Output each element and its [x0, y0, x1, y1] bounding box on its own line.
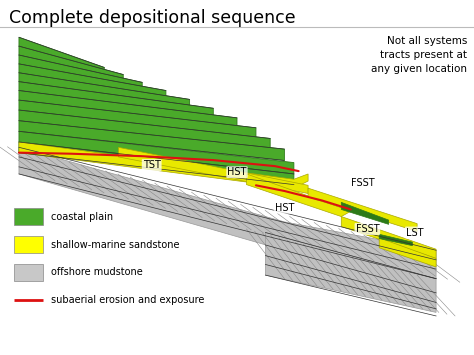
Text: Complete depositional sequence: Complete depositional sequence: [9, 9, 296, 27]
Polygon shape: [19, 110, 270, 149]
Polygon shape: [19, 147, 436, 279]
Polygon shape: [19, 91, 237, 128]
Polygon shape: [19, 100, 256, 138]
Polygon shape: [379, 238, 436, 267]
Polygon shape: [246, 174, 351, 217]
Text: coastal plain: coastal plain: [51, 212, 113, 222]
Text: subaerial erosion and exposure: subaerial erosion and exposure: [51, 295, 205, 305]
Text: LST: LST: [406, 228, 423, 237]
Polygon shape: [19, 37, 104, 75]
Polygon shape: [19, 121, 284, 160]
Bar: [14, 264, 43, 281]
Text: Not all systems
tracts present at
any given location: Not all systems tracts present at any gi…: [371, 36, 467, 73]
Text: HST: HST: [228, 167, 246, 177]
Polygon shape: [341, 217, 436, 258]
Polygon shape: [265, 233, 436, 312]
Polygon shape: [19, 82, 213, 118]
Polygon shape: [19, 73, 190, 108]
Polygon shape: [379, 234, 412, 246]
Text: shallow-marine sandstone: shallow-marine sandstone: [51, 240, 180, 250]
Polygon shape: [118, 147, 308, 193]
Polygon shape: [19, 142, 294, 185]
Bar: [14, 208, 43, 225]
Text: HST: HST: [275, 203, 294, 213]
Polygon shape: [19, 142, 308, 188]
Text: offshore mudstone: offshore mudstone: [51, 267, 143, 277]
Text: FSST: FSST: [351, 178, 374, 188]
Bar: [14, 236, 43, 253]
Polygon shape: [19, 46, 123, 82]
Polygon shape: [308, 188, 417, 231]
Polygon shape: [19, 64, 166, 99]
Text: FSST: FSST: [356, 224, 379, 234]
Polygon shape: [341, 202, 389, 224]
Polygon shape: [19, 131, 294, 174]
Polygon shape: [19, 55, 142, 91]
Text: TST: TST: [143, 160, 161, 170]
